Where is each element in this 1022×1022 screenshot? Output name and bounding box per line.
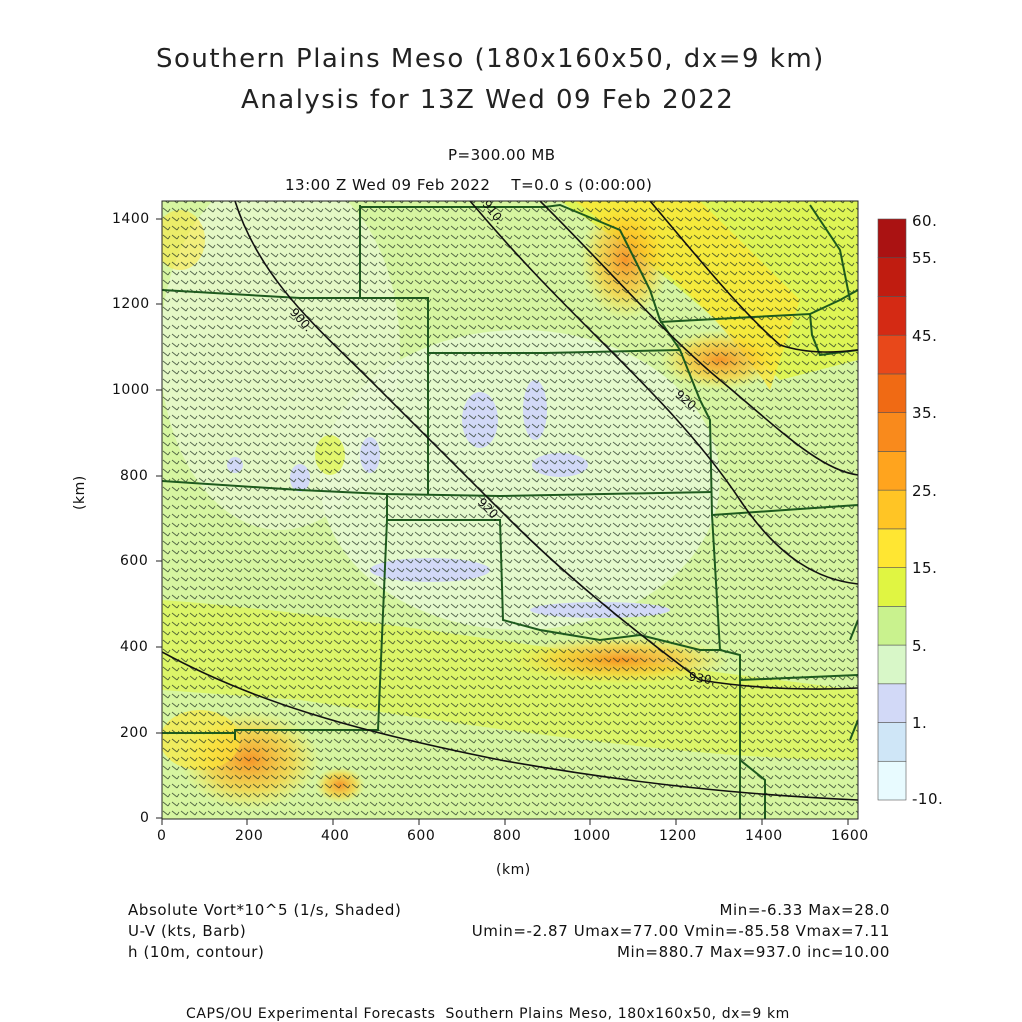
x-tick-1600: 1600 <box>831 828 869 844</box>
valid-time: 13:00 Z Wed 09 Feb 2022 T=0.0 s (0:00:00… <box>285 176 653 194</box>
colorbar-swatch <box>877 760 907 801</box>
colorbar-swatch <box>877 296 907 336</box>
y-axis-label: (km) <box>72 475 88 510</box>
colorbar-label-55: 55. <box>912 249 938 267</box>
colorbar-label-60: 60. <box>912 212 938 230</box>
colorbar-swatch <box>877 722 907 762</box>
colorbar-swatch <box>877 683 907 723</box>
x-tick-1200: 1200 <box>659 828 697 844</box>
figure-title-line2: Analysis for 13Z Wed 09 Feb 2022 <box>241 85 735 115</box>
x-tick-0: 0 <box>157 828 167 844</box>
legend-wind-stats: Umin=-2.87 Umax=77.00 Vmin=-85.58 Vmax=7… <box>471 922 890 940</box>
legend-vorticity-stats: Min=-6.33 Max=28.0 <box>719 901 890 919</box>
y-tick-1000: 1000 <box>112 382 150 398</box>
axis-ticks <box>156 218 849 825</box>
colorbar-label-1: 1. <box>912 714 928 732</box>
legend-wind-name: U-V (kts, Barb) <box>128 922 247 940</box>
colorbar-swatch <box>877 451 907 491</box>
colorbar-label-minus10: -10. <box>912 790 944 808</box>
contour-label-5: 930. <box>688 669 717 687</box>
legend-height-name: h (10m, contour) <box>128 943 265 961</box>
plot-frame <box>161 200 859 820</box>
y-tick-1200: 1200 <box>112 296 150 312</box>
colorbar-swatch <box>877 644 907 685</box>
colorbar-label-25: 25. <box>912 482 938 500</box>
colorbar-swatch <box>877 489 907 530</box>
height-contours <box>162 201 858 801</box>
y-tick-200: 200 <box>120 725 149 741</box>
colorbar <box>877 218 907 801</box>
colorbar-swatch <box>877 334 907 375</box>
colorbar-label-45: 45. <box>912 327 938 345</box>
pressure-level: P=300.00 MB <box>448 146 556 164</box>
colorbar-label-35: 35. <box>912 404 938 422</box>
vorticity-field <box>162 201 858 819</box>
state-borders <box>162 203 858 819</box>
colorbar-swatch <box>877 257 907 297</box>
y-tick-1400: 1400 <box>112 211 150 227</box>
x-tick-1000: 1000 <box>573 828 611 844</box>
figure-title-line1: Southern Plains Meso (180x160x50, dx=9 k… <box>156 44 825 74</box>
colorbar-swatch <box>877 373 907 413</box>
colorbar-label-5: 5. <box>912 637 928 655</box>
colorbar-swatch <box>877 412 907 452</box>
x-tick-800: 800 <box>493 828 522 844</box>
x-tick-1400: 1400 <box>745 828 783 844</box>
x-tick-200: 200 <box>235 828 264 844</box>
y-tick-400: 400 <box>120 639 149 655</box>
colorbar-label-15: 15. <box>912 559 938 577</box>
y-tick-800: 800 <box>120 468 149 484</box>
y-tick-600: 600 <box>120 553 149 569</box>
colorbar-swatch <box>877 218 907 259</box>
colorbar-swatch <box>877 528 907 568</box>
colorbar-swatch <box>877 567 907 607</box>
x-tick-600: 600 <box>407 828 436 844</box>
footer-credit: CAPS/OU Experimental Forecasts Southern … <box>186 1006 790 1022</box>
wind-barbs <box>162 201 858 819</box>
x-tick-400: 400 <box>321 828 350 844</box>
colorbar-swatch <box>877 606 907 646</box>
legend-height-stats: Min=880.7 Max=937.0 inc=10.00 <box>616 943 890 961</box>
legend-vorticity-name: Absolute Vort*10^5 (1/s, Shaded) <box>128 901 402 919</box>
y-tick-0: 0 <box>140 810 150 826</box>
x-axis-label: (km) <box>496 862 531 878</box>
